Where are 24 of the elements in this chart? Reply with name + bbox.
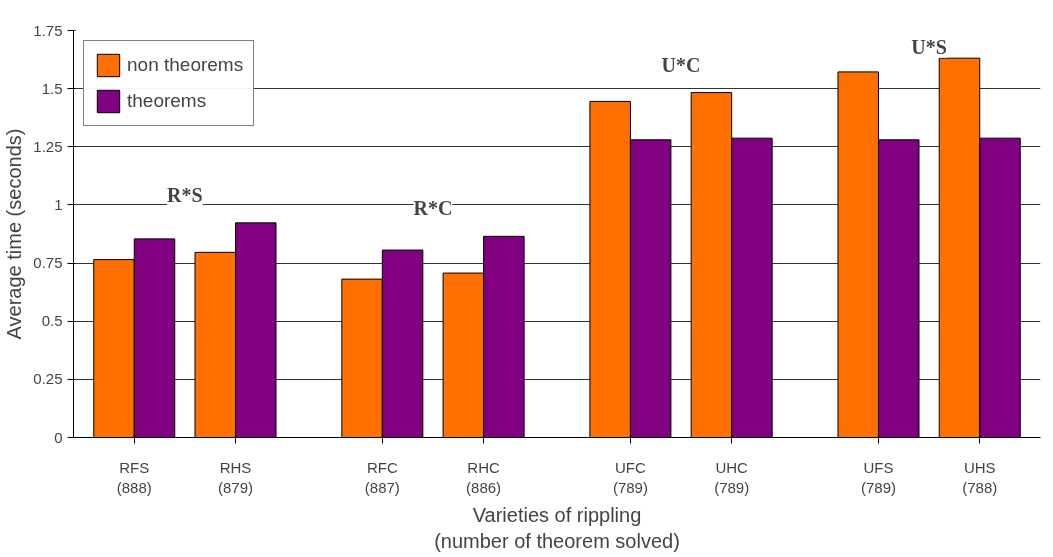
x-tick-label: RHC (886) [466, 458, 502, 496]
y-tick-label: 1.75 [33, 21, 63, 39]
x-tick-label: UFS (789) [860, 458, 897, 496]
y-tick-label: 0.75 [33, 254, 63, 272]
legend-label: theorems [127, 90, 207, 112]
annotation: R*S [167, 183, 203, 206]
annotation: U*S [911, 35, 947, 58]
y-tick-label: 0 [54, 428, 63, 446]
x-tick-label: UHC (789) [714, 458, 750, 496]
y-tick-label: 1 [54, 195, 63, 213]
y-axis-title: Average time (seconds) [3, 128, 26, 340]
y-tick-label: 1.5 [41, 79, 63, 97]
y-tick-label: 1.25 [33, 137, 63, 155]
annotation: U*C [661, 53, 701, 76]
x-tick-label: RHS (879) [218, 458, 254, 496]
legend-label: non theorems [127, 54, 244, 76]
y-tick-label: 0.5 [41, 312, 63, 330]
x-tick-label: UHS (788) [962, 458, 998, 496]
x-tick-label: RFS (888) [116, 458, 152, 496]
x-tick-label: RFC (887) [364, 458, 400, 496]
x-axis-title: Varieties of rippling (number of theorem solved) [434, 503, 680, 553]
annotation: R*C [413, 197, 453, 220]
x-tick-label: UFC (789) [612, 458, 648, 496]
y-tick-label: 0.25 [33, 370, 63, 388]
